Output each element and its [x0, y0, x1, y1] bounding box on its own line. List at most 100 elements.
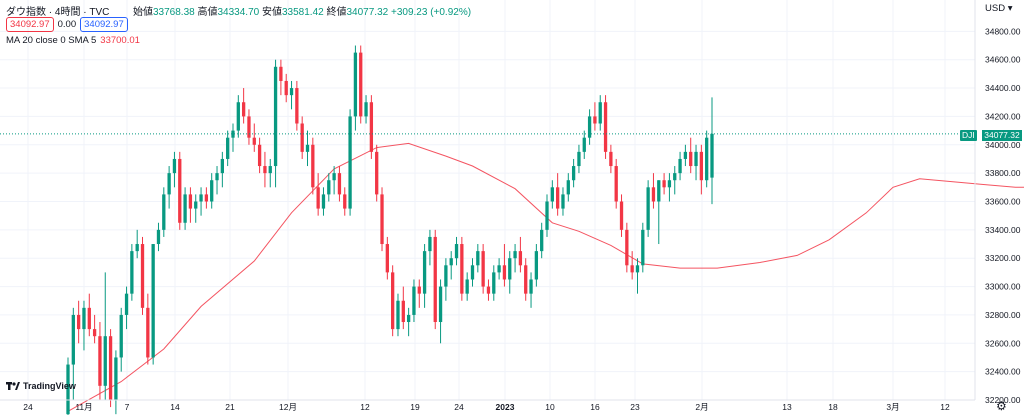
x-tick-label: 12 [360, 402, 370, 412]
y-tick-label: 34600.00 [985, 55, 1021, 65]
candle-body [71, 314, 75, 365]
candle-body [215, 173, 219, 181]
candle-body [183, 194, 187, 223]
x-tick-label: 24 [23, 402, 33, 412]
candle-body [556, 187, 560, 209]
candle-body [327, 180, 331, 195]
candle-body [406, 314, 411, 323]
x-tick-label: 21 [225, 402, 235, 412]
y-tick-label: 32400.00 [985, 367, 1021, 377]
candle-body [502, 265, 507, 280]
candle-body [353, 52, 358, 117]
candle-body [273, 66, 278, 167]
candle-body [172, 158, 177, 174]
candle-body [103, 336, 107, 386]
candle-body [571, 166, 576, 181]
candle-body [444, 265, 448, 287]
x-tick-label: 3月 [886, 402, 899, 412]
candle-body [582, 137, 586, 152]
x-tick-label: 12月 [279, 402, 297, 412]
sell-button[interactable]: 34092.97 [6, 17, 54, 32]
x-tick-label: 14 [170, 402, 180, 412]
candle-body [188, 194, 193, 209]
candle-body [593, 116, 597, 124]
ma-label: MA 20 close 0 SMA 5 [6, 35, 97, 46]
currency-selector[interactable]: USD ▾ [985, 3, 1012, 14]
candle-body [689, 151, 693, 167]
candle-body [220, 158, 224, 174]
candle-body [428, 236, 432, 252]
x-tick-label: 23 [630, 402, 640, 412]
candle-body [470, 265, 475, 280]
low-label: 安値 [262, 7, 282, 18]
candle-body [295, 88, 299, 124]
candle-body [587, 116, 592, 138]
candle-body [210, 180, 214, 202]
x-tick-label: 7 [125, 402, 130, 412]
candle-body [252, 137, 256, 145]
candle-body [662, 180, 666, 188]
candle-body [657, 180, 661, 202]
x-tick-label: 11月 [75, 402, 92, 412]
candle-body [199, 194, 203, 202]
gear-icon[interactable]: ⚙ [996, 399, 1007, 413]
candle-body [305, 144, 310, 152]
candle-body [609, 151, 613, 167]
y-tick-label: 32600.00 [985, 338, 1021, 348]
symbol-title[interactable]: ダウ指数 · 4時間 · TVC [6, 3, 109, 18]
candle-body [247, 116, 251, 138]
buy-button[interactable]: 34092.97 [80, 17, 128, 32]
candle-body [204, 194, 209, 202]
candle-body [673, 173, 677, 181]
candle-body [364, 102, 368, 117]
x-tick-label: 19 [410, 402, 420, 412]
candle-body [156, 229, 161, 245]
candle-body [710, 133, 714, 178]
last-price-label: 34077.32 [982, 130, 1022, 141]
candle-body [359, 52, 363, 117]
candle-body [438, 286, 443, 323]
tradingview-logo[interactable]: TradingView [6, 381, 76, 391]
candle-body [332, 173, 336, 181]
ma-value: 33700.01 [100, 35, 140, 46]
x-tick-label: 16 [590, 402, 600, 412]
y-tick-label: 33200.00 [985, 253, 1021, 263]
candle-body [257, 144, 262, 167]
candle-body [524, 265, 528, 294]
trade-buttons: 34092.97 0.00 34092.97 [6, 17, 128, 32]
tradingview-icon [6, 382, 20, 390]
symbol-name[interactable]: ダウ指数 · 4時間 · TVC [6, 7, 110, 18]
y-tick-label: 33600.00 [985, 196, 1021, 206]
candle-body [92, 329, 97, 337]
candle-body [550, 187, 554, 202]
candle-body [614, 166, 618, 202]
candle-body [311, 144, 315, 188]
candle-body [561, 194, 565, 209]
candle-body [130, 251, 134, 294]
y-tick-label: 34000.00 [985, 140, 1021, 150]
y-tick-label: 34400.00 [985, 83, 1021, 93]
symbol-tag: DJI [960, 130, 977, 141]
x-tick-label: 13 [782, 402, 792, 412]
candle-body [114, 357, 118, 400]
candle-body [124, 293, 129, 315]
x-tick-label: 2月 [695, 402, 708, 412]
y-tick-label: 33000.00 [985, 282, 1021, 292]
ohlc-legend: 始値33768.38 高値34334.70 安値33581.42 終値34077… [133, 3, 471, 18]
candle-body [194, 201, 198, 209]
candle-body [635, 265, 640, 273]
ma-legend[interactable]: MA 20 close 0 SMA 5 33700.01 [6, 35, 140, 46]
x-tick-label: 12 [940, 402, 950, 412]
candle-body [279, 66, 283, 81]
candle-body [598, 102, 602, 124]
low-value: 33581.42 [282, 7, 324, 18]
candle-body [417, 286, 421, 294]
candle-body [300, 123, 304, 152]
candle-body [380, 194, 384, 245]
candle-body [401, 300, 405, 323]
candle-body [385, 244, 389, 273]
candle-body [321, 194, 326, 209]
candle-body [518, 251, 523, 266]
spread-value: 0.00 [57, 19, 77, 30]
